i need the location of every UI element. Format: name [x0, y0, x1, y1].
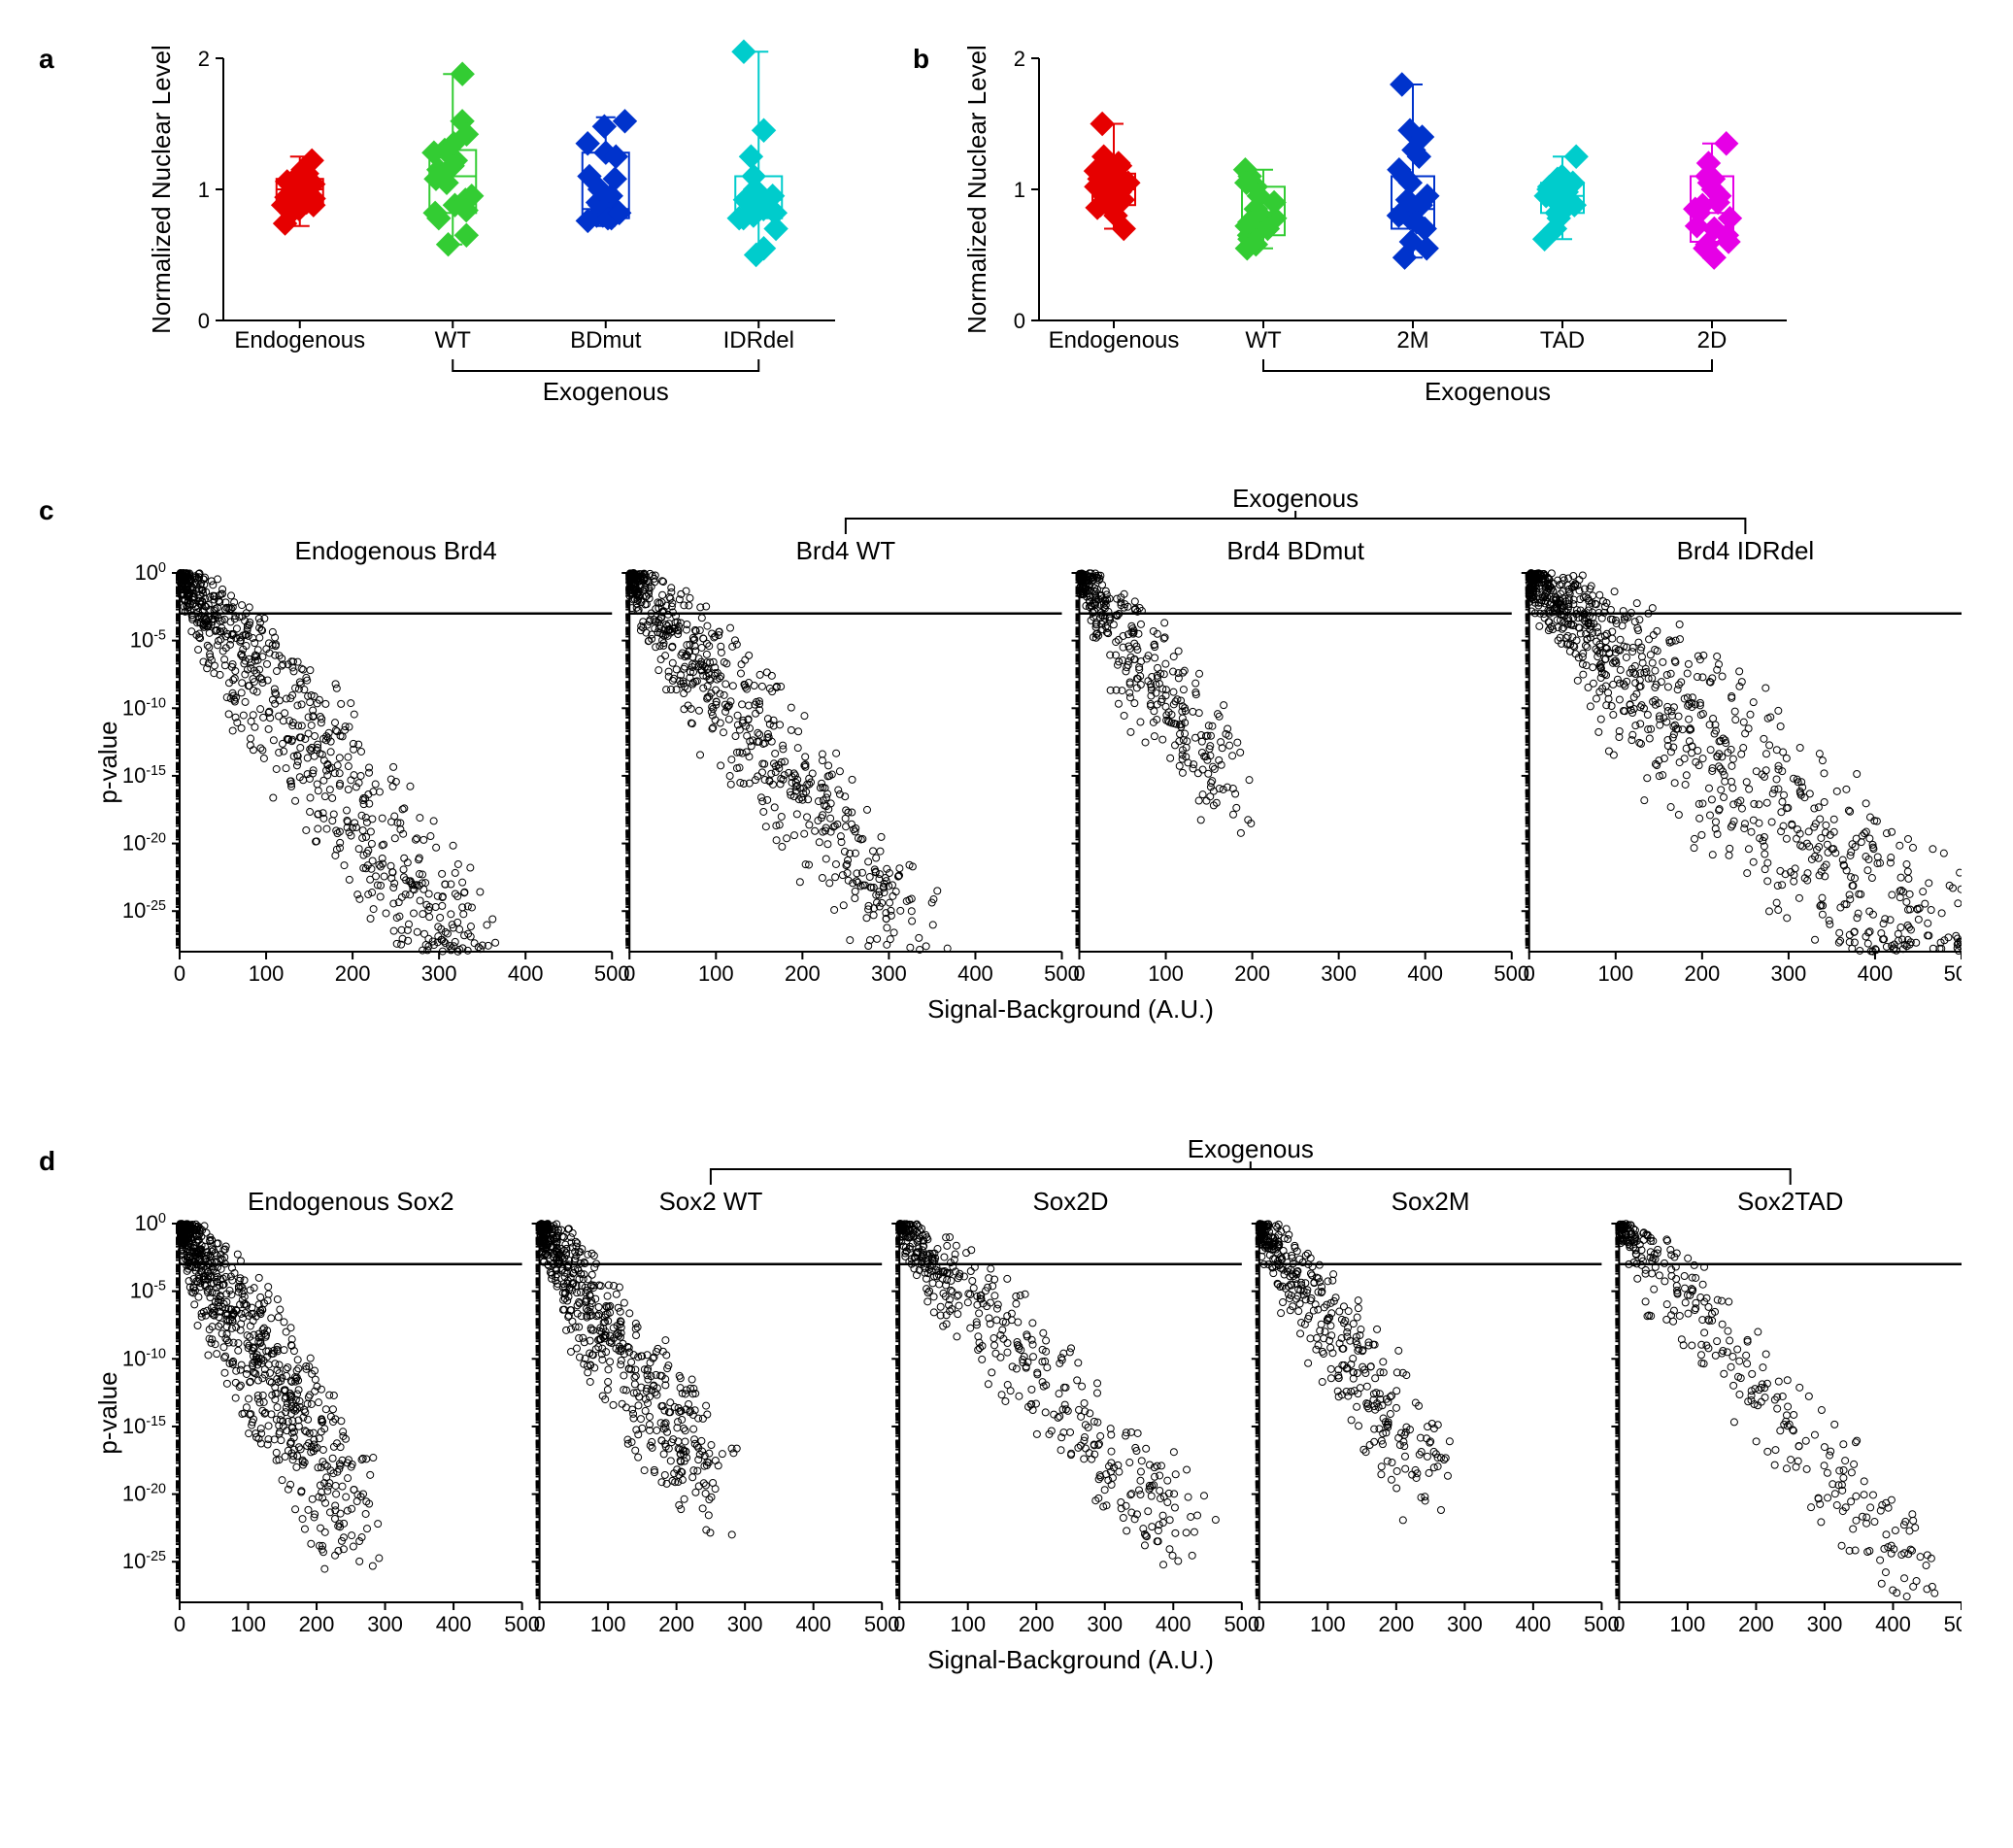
svg-text:0: 0 [174, 961, 185, 986]
svg-text:0: 0 [623, 961, 635, 986]
svg-text:WT: WT [1245, 327, 1282, 353]
panel-d-chart: p-value Exogenous Signal-Background (A.U.)… [87, 1136, 1962, 1680]
svg-text:0: 0 [1073, 961, 1085, 986]
svg-text:200: 200 [785, 961, 821, 986]
svg-text:100: 100 [135, 560, 166, 585]
svg-text:200: 200 [658, 1612, 694, 1636]
svg-text:Brd4 WT: Brd4 WT [796, 536, 896, 565]
panel-c-chart: p-value Exogenous Signal-Background (A.U.)… [87, 486, 1962, 1029]
panel-a-chart: 0 1 2 Normalized Nuclear Level Endogenous WT B… [146, 39, 845, 427]
svg-text:Endogenous: Endogenous [1049, 327, 1180, 353]
svg-text:0: 0 [533, 1612, 545, 1636]
panel-label-c: c [39, 495, 54, 526]
svg-text:2D: 2D [1697, 327, 1728, 353]
svg-text:100: 100 [230, 1612, 266, 1636]
svg-text:0: 0 [174, 1612, 185, 1636]
svg-text:10-5: 10-5 [130, 628, 166, 653]
svg-text:0: 0 [1014, 309, 1025, 333]
svg-text:10-10: 10-10 [122, 695, 166, 720]
svg-text:100: 100 [135, 1211, 166, 1235]
svg-text:200: 200 [335, 961, 371, 986]
svg-text:200: 200 [1234, 961, 1270, 986]
svg-text:400: 400 [508, 961, 544, 986]
panel-b-chart: 0 1 2 Normalized Nuclear Level Endogenous WT 2… [961, 39, 1796, 427]
svg-text:1: 1 [198, 178, 210, 202]
svg-text:Exogenous: Exogenous [1232, 486, 1359, 513]
svg-text:Exogenous: Exogenous [1188, 1136, 1314, 1163]
panel-label-d: d [39, 1146, 55, 1177]
svg-text:Normalized Nuclear Level: Normalized Nuclear Level [147, 45, 176, 334]
svg-text:Signal-Background (A.U.): Signal-Background (A.U.) [927, 994, 1214, 1024]
svg-text:BDmut: BDmut [570, 327, 642, 353]
svg-text:WT: WT [435, 327, 472, 353]
svg-text:200: 200 [1684, 961, 1720, 986]
svg-text:300: 300 [421, 961, 457, 986]
svg-text:10-5: 10-5 [130, 1279, 166, 1303]
svg-text:300: 300 [1321, 961, 1357, 986]
svg-text:0: 0 [198, 309, 210, 333]
panel-label-b: b [913, 44, 929, 75]
svg-text:10-20: 10-20 [122, 831, 166, 856]
svg-text:100: 100 [1597, 961, 1633, 986]
svg-text:2: 2 [1014, 47, 1025, 71]
svg-text:100: 100 [590, 1612, 626, 1636]
svg-text:400: 400 [957, 961, 993, 986]
svg-text:300: 300 [871, 961, 907, 986]
svg-text:300: 300 [1771, 961, 1807, 986]
svg-text:200: 200 [299, 1612, 335, 1636]
svg-text:p-value: p-value [93, 1371, 122, 1454]
svg-text:p-value: p-value [93, 721, 122, 803]
svg-text:10-15: 10-15 [122, 1414, 166, 1438]
svg-text:Brd4 BDmut: Brd4 BDmut [1226, 536, 1364, 565]
svg-text:Endogenous: Endogenous [234, 327, 365, 353]
svg-text:400: 400 [1407, 961, 1443, 986]
svg-text:Brd4 IDRdel: Brd4 IDRdel [1677, 536, 1815, 565]
svg-text:0: 0 [1524, 961, 1535, 986]
svg-text:300: 300 [727, 1612, 763, 1636]
svg-text:100: 100 [698, 961, 734, 986]
svg-text:2M: 2M [1396, 327, 1428, 353]
svg-text:10-20: 10-20 [122, 1482, 166, 1506]
svg-text:100: 100 [249, 961, 285, 986]
svg-text:10-15: 10-15 [122, 763, 166, 788]
svg-text:400: 400 [795, 1612, 831, 1636]
svg-text:Endogenous Sox2: Endogenous Sox2 [248, 1187, 454, 1216]
svg-text:IDRdel: IDRdel [723, 327, 794, 353]
svg-text:500: 500 [1944, 961, 1962, 986]
svg-text:400: 400 [1858, 961, 1894, 986]
svg-text:Exogenous: Exogenous [1425, 377, 1551, 406]
svg-text:10-10: 10-10 [122, 1346, 166, 1370]
svg-text:Endogenous Brd4: Endogenous Brd4 [295, 536, 497, 565]
figure-container: a b c d 0 1 2 Normalized Nuclear Level Endog… [19, 19, 1994, 1829]
panel-label-a: a [39, 44, 54, 75]
svg-text:Signal-Background (A.U.): Signal-Background (A.U.) [927, 1645, 1214, 1674]
svg-text:Normalized Nuclear Level: Normalized Nuclear Level [962, 45, 991, 334]
svg-text:300: 300 [367, 1612, 403, 1636]
svg-text:Exogenous: Exogenous [543, 377, 669, 406]
svg-text:TAD: TAD [1540, 327, 1585, 353]
svg-text:100: 100 [1148, 961, 1184, 986]
svg-text:400: 400 [436, 1612, 472, 1636]
svg-text:1: 1 [1014, 178, 1025, 202]
svg-text:10-25: 10-25 [122, 898, 166, 923]
svg-text:Sox2 WT: Sox2 WT [658, 1187, 762, 1216]
svg-text:10-25: 10-25 [122, 1549, 166, 1573]
svg-text:2: 2 [198, 47, 210, 71]
